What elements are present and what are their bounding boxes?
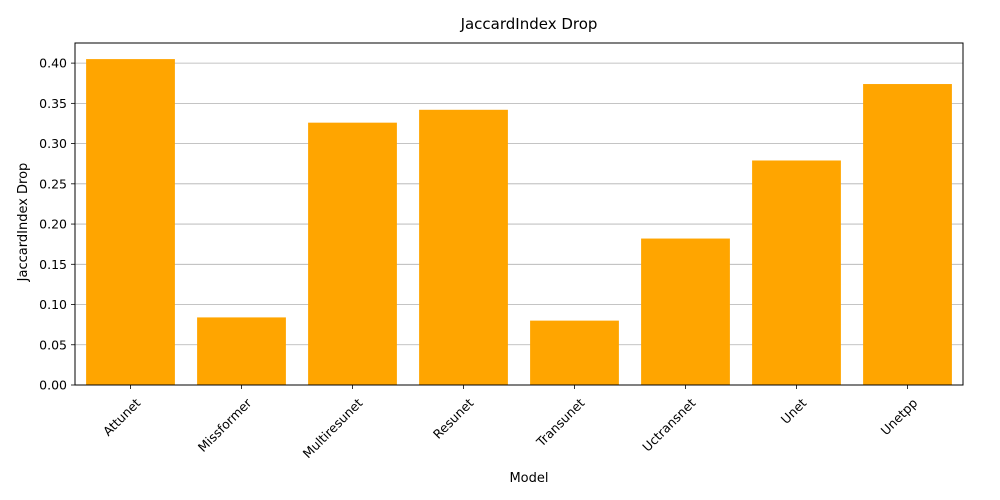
x-tick-label: Unetpp <box>878 395 921 438</box>
bar <box>530 320 619 385</box>
y-tick-label: 0.25 <box>39 176 67 191</box>
plot-frame <box>74 42 964 386</box>
x-tick-label: Missformer <box>195 395 255 455</box>
bar <box>86 59 175 385</box>
y-tick-label: 0.30 <box>39 136 67 151</box>
y-tick-label: 0.05 <box>39 337 67 352</box>
x-tick-label: Resunet <box>430 395 477 442</box>
y-tick-label: 0.35 <box>39 96 67 111</box>
y-tick-label: 0.15 <box>39 257 67 272</box>
x-tick-label: Multiresunet <box>300 395 366 461</box>
bars <box>86 59 952 385</box>
bar <box>863 84 952 385</box>
y-tick-label: 0.00 <box>39 378 67 393</box>
x-tick-label: Transunet <box>533 395 588 450</box>
bar <box>641 238 730 385</box>
bar <box>419 109 508 385</box>
x-tick-label: Attunet <box>100 395 144 439</box>
y-tick-label: 0.40 <box>39 56 67 71</box>
y-tick-label: 0.10 <box>39 297 67 312</box>
bar <box>752 160 841 385</box>
chart-title: JaccardIndex Drop <box>460 15 598 33</box>
bar <box>308 122 397 385</box>
x-tick-label: Uctransnet <box>639 395 698 454</box>
x-tick-label: Unet <box>778 395 810 427</box>
y-axis-label: JaccardIndex Drop <box>16 163 31 283</box>
y-tick-label: 0.20 <box>39 217 67 232</box>
bar <box>197 317 286 385</box>
grid-lines <box>75 62 963 346</box>
x-axis-label: Model <box>509 471 548 486</box>
